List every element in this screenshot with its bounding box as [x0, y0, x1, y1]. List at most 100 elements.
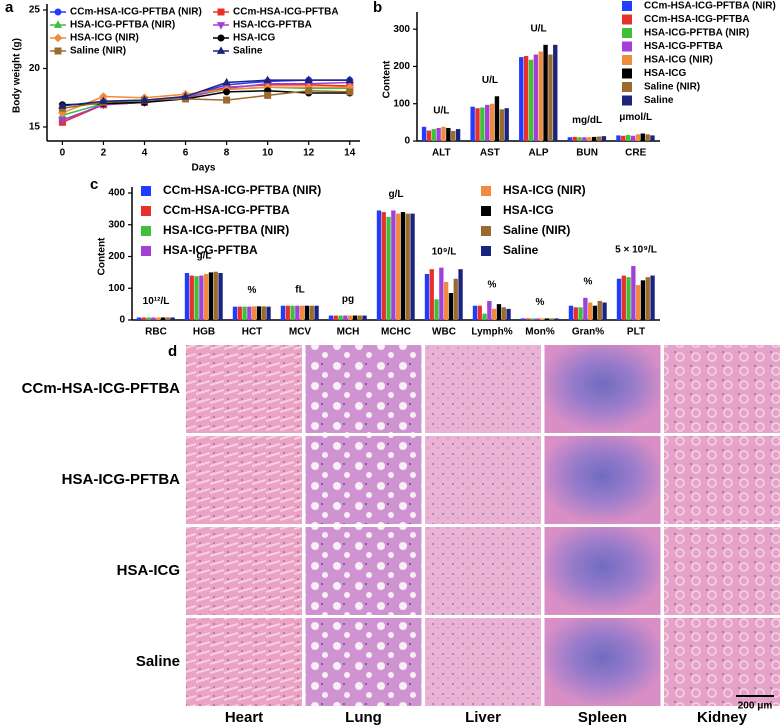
legend-label: HSA-ICG (NIR) [503, 183, 586, 197]
x-tick-label: 8 [224, 148, 230, 159]
y-tick-label: 20 [29, 63, 41, 74]
column-label: Liver [465, 709, 501, 726]
x-tick-label: MCHC [381, 327, 411, 338]
marker [223, 88, 231, 96]
marker [216, 46, 226, 54]
marker [140, 95, 149, 103]
bar [376, 210, 382, 320]
column-label: Heart [225, 709, 263, 726]
legend-label: Saline [644, 95, 674, 106]
marker [53, 33, 63, 43]
histology-image [186, 345, 302, 433]
bar [540, 318, 545, 320]
x-tick-label: PLT [627, 327, 645, 338]
bar [635, 134, 641, 141]
bar [626, 277, 631, 320]
bar [567, 137, 573, 141]
bar [487, 300, 492, 320]
panel-label: a [5, 0, 14, 16]
bar [472, 305, 478, 320]
histology-image [544, 618, 661, 706]
marker [216, 22, 226, 30]
histology-image [544, 436, 661, 524]
unit-label: % [488, 280, 497, 291]
histology-image [186, 436, 302, 524]
bar [352, 315, 358, 320]
legend-label: Saline (NIR) [70, 46, 126, 57]
legend-swatch [622, 55, 632, 65]
bar [587, 137, 592, 141]
legend-label: HSA-ICG-PFTBA [163, 243, 258, 257]
legend-swatch [481, 186, 491, 196]
y-tick-label: 400 [108, 188, 125, 199]
bar [204, 273, 209, 320]
unit-label: mg/dL [572, 115, 602, 126]
histology-image [425, 436, 541, 524]
histology-image [305, 527, 422, 615]
x-tick-label: 6 [183, 148, 189, 159]
bar [578, 307, 583, 320]
bar [136, 317, 142, 320]
x-tick-label: HGB [193, 327, 215, 338]
histology-image [544, 527, 661, 615]
legend-label: CCm-HSA-ICG-PFTBA (NIR) [163, 183, 321, 197]
bar [184, 273, 190, 320]
bar [544, 318, 550, 320]
x-tick-label: HCT [242, 327, 263, 338]
y-tick-label: 200 [393, 61, 410, 72]
row-label: CCm-HSA-ICG-PFTBA [22, 380, 180, 397]
x-tick-label: Mon% [525, 327, 555, 338]
bar [492, 308, 497, 320]
marker [58, 117, 67, 125]
bar [496, 304, 502, 320]
legend-label: HSA-ICG [233, 33, 275, 44]
x-tick-label: MCH [337, 327, 360, 338]
histology-image [664, 436, 780, 524]
bar [501, 307, 506, 320]
bar [597, 300, 602, 320]
marker [305, 87, 313, 95]
bar [439, 267, 444, 320]
bar [591, 136, 597, 141]
bar [535, 318, 540, 320]
unit-label: % [248, 285, 257, 296]
bar [650, 135, 655, 141]
x-tick-label: BUN [576, 148, 598, 159]
bar [475, 108, 480, 141]
bar [448, 293, 454, 320]
bar [621, 275, 626, 320]
y-tick-label: 0 [404, 136, 410, 147]
y-axis-title: Content [97, 237, 108, 275]
legend-label: CCm-HSA-ICG-PFTBA [644, 14, 750, 25]
bar [165, 317, 170, 320]
legend-label: HSA-ICG-PFTBA (NIR) [644, 28, 749, 39]
marker [264, 91, 272, 99]
unit-label: U/L [530, 23, 546, 34]
series-line [62, 89, 350, 109]
bar [506, 308, 511, 320]
bar [444, 281, 449, 320]
x-tick-label: ALT [432, 148, 451, 159]
legend-swatch [141, 246, 151, 256]
bar [446, 127, 451, 141]
histology-image [305, 436, 422, 524]
legend-label: HSA-ICG-PFTBA (NIR) [163, 223, 289, 237]
legend-swatch [622, 1, 632, 11]
marker [346, 88, 354, 96]
bar [553, 44, 558, 141]
bar [640, 133, 645, 141]
unit-label: fL [295, 284, 304, 295]
bar [381, 212, 386, 320]
bar [621, 135, 626, 141]
bar [568, 305, 574, 320]
bar [357, 315, 362, 320]
marker [217, 8, 225, 16]
histology-image [425, 618, 541, 706]
legend-label: CCm-HSA-ICG-PFTBA (NIR) [70, 7, 202, 18]
bar [528, 59, 534, 141]
bar [480, 107, 485, 141]
bar [549, 318, 554, 320]
legend-label: HSA-ICG-PFTBA [233, 20, 312, 31]
legend-swatch [481, 226, 491, 236]
unit-label: % [584, 276, 593, 287]
